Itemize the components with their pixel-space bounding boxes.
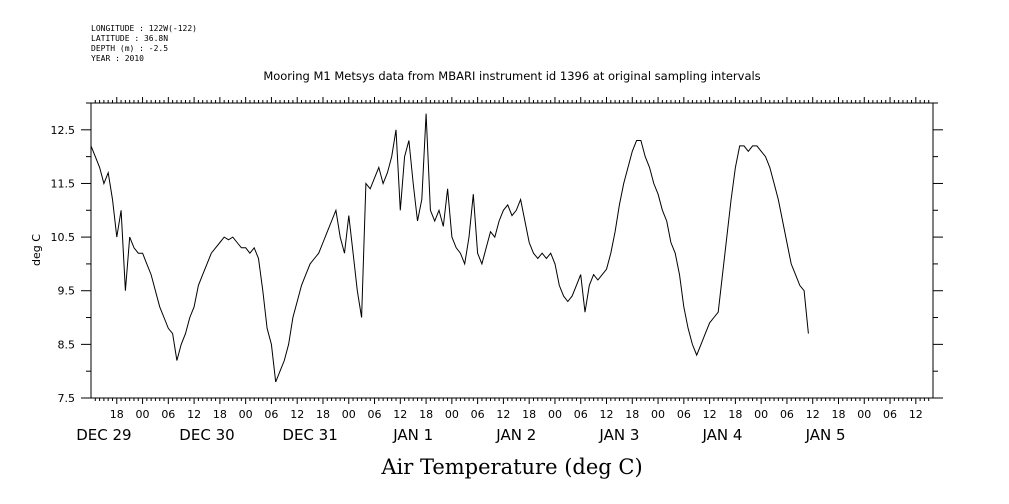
x-tick-label: 06 [677,408,691,421]
header-year: YEAR : 2010 [91,54,144,63]
day-label: JAN 4 [702,426,743,444]
x-tick-label: 18 [522,408,536,421]
day-label: DEC 30 [179,426,234,444]
header-depth: DEPTH (m) : -2.5 [91,44,168,53]
x-tick-label: 00 [548,408,562,421]
x-tick-label: 12 [909,408,923,421]
x-tick-label: 12 [187,408,201,421]
day-label: JAN 2 [495,426,536,444]
y-tick-label: 9.5 [58,285,76,298]
x-tick-label: 06 [368,408,382,421]
x-tick-label: 18 [110,408,124,421]
y-tick-label: 7.5 [58,392,76,405]
y-tick-label: 10.5 [51,231,76,244]
x-tick-label: 12 [393,408,407,421]
y-tick-label: 12.5 [51,124,76,137]
x-tick-label: 12 [806,408,820,421]
y-tick-label: 11.5 [51,177,76,190]
x-tick-labels: 18 00 06 12 18 00 06 12 18 00 06 12 18 00 06 12 18 00 06 12… [110,408,923,421]
chart-title: Mooring M1 Metsys data from MBARI instru… [263,69,760,83]
x-tick-label: 12 [496,408,510,421]
x-tick-label: 00 [136,408,150,421]
day-label: JAN 3 [598,426,639,444]
y-tick-labels: 7.5 8.5 9.5 10.5 11.5 12.5 [51,124,76,405]
x-tick-label: 06 [883,408,897,421]
x-tick-label: 12 [703,408,717,421]
x-tick-label: 18 [316,408,330,421]
x-tick-label: 06 [161,408,175,421]
x-tick-label: 06 [574,408,588,421]
x-tick-label: 12 [290,408,304,421]
y-axis-label: deg C [30,234,43,266]
x-tick-label: 06 [471,408,485,421]
x-tick-label: 06 [264,408,278,421]
x-tick-label: 00 [342,408,356,421]
x-tick-label: 18 [625,408,639,421]
day-label: DEC 31 [282,426,337,444]
x-tick-label: 12 [600,408,614,421]
day-labels: DEC 29 DEC 30 DEC 31 JAN 1 JAN 2 JAN 3 JAN 4 JA… [76,426,845,444]
x-tick-label: 00 [857,408,871,421]
day-label: DEC 29 [76,426,131,444]
x-tick-label: 18 [213,408,227,421]
series-group [90,113,809,383]
plot-frame [90,102,934,399]
x-tick-label: 18 [419,408,433,421]
x-tick-label: 00 [445,408,459,421]
x-tick-label: 18 [728,408,742,421]
x-axis-label: Air Temperature (deg C) [380,455,642,479]
x-tick-label: 06 [780,408,794,421]
day-label: JAN 5 [805,426,846,444]
series-line-0 [90,113,809,383]
x-tick-label: 18 [831,408,845,421]
x-tick-label: 00 [239,408,253,421]
header-latitude: LATITUDE : 36.8N [91,34,168,43]
header-longitude: LONGITUDE : 122W(-122) [91,24,197,33]
axis-ticks [81,97,943,404]
x-tick-label: 00 [651,408,665,421]
x-tick-label: 00 [754,408,768,421]
day-label: JAN 1 [392,426,433,444]
y-tick-label: 8.5 [58,338,76,351]
